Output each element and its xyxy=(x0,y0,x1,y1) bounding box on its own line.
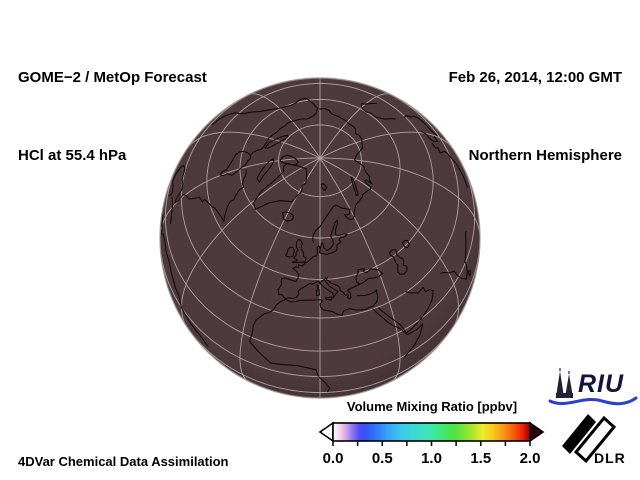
coastline-svalbard xyxy=(320,183,328,191)
colorbar-title: Volume Mixing Ratio [ppbv] xyxy=(346,399,518,414)
colorbar-gradient-bar xyxy=(332,422,531,442)
parallel-line xyxy=(180,78,460,319)
colorbar-tick-label: 1.0 xyxy=(421,450,442,467)
dlr-logo: DLR xyxy=(558,410,633,470)
coastline-ellesmere xyxy=(279,154,299,166)
coastline-arabia xyxy=(378,289,434,334)
graticule xyxy=(160,78,480,398)
credit-line-1: 4DVar Chemical Data Assimilation xyxy=(18,454,229,469)
coastline-britain xyxy=(291,238,307,264)
meridian-line xyxy=(186,131,321,159)
coastline-aral xyxy=(401,239,410,249)
coastlines xyxy=(161,97,471,393)
coastline-ireland xyxy=(285,246,295,258)
coastline-alaska-north-canada xyxy=(249,107,319,157)
cathedral-icon xyxy=(556,368,573,398)
coastline-greenland xyxy=(252,162,308,210)
coastline-gulf-mexico xyxy=(168,164,186,204)
coastline-levant-nafrica xyxy=(285,289,379,317)
coastline-norway xyxy=(312,204,341,244)
coastline-japan xyxy=(404,115,438,136)
coastline-iceland xyxy=(281,211,294,222)
coastline-hudson-bay xyxy=(219,150,251,177)
meridian-line xyxy=(319,131,454,159)
coastline-baltic xyxy=(319,219,348,256)
coastline-okhotsk-kamchatka xyxy=(360,102,396,120)
colorbar-tick-label: 1.5 xyxy=(470,450,492,467)
coastline-baffin xyxy=(256,158,275,183)
colorbar-right-arrow xyxy=(529,421,545,443)
coastline-med-north xyxy=(277,272,384,300)
meridian-line xyxy=(239,157,321,382)
coastline-nw-europe xyxy=(292,245,321,283)
colorbar-tick-labels: 0.0 0.5 1.0 1.5 2.0 xyxy=(0,450,640,470)
coastline-sardinia xyxy=(315,289,320,297)
meridian-line xyxy=(319,157,460,327)
plot-region: Northern Hemisphere xyxy=(468,147,622,164)
colorbar xyxy=(318,421,545,446)
coastline-alaska-pacific xyxy=(211,97,319,126)
coastline-sri-lanka xyxy=(467,269,471,277)
coastline-india xyxy=(440,230,468,280)
coastline-china-coast xyxy=(431,142,469,188)
coastline-na-east xyxy=(182,169,247,223)
meridian-line xyxy=(180,157,321,327)
colorbar-tick-label: 0.0 xyxy=(322,450,344,467)
meridian-line xyxy=(319,157,401,382)
parallel-line xyxy=(239,98,401,239)
coastline-w-africa xyxy=(249,298,331,393)
colorbar-left-arrow xyxy=(318,421,334,443)
coastline-red-sea-west xyxy=(372,308,424,358)
parallel-line xyxy=(206,83,434,280)
parallel-line xyxy=(183,321,457,393)
parallel-line xyxy=(165,158,475,352)
globe-rim xyxy=(159,77,481,399)
coastline-victoria xyxy=(264,134,289,149)
meridian-line xyxy=(249,93,321,159)
colorbar-ticks xyxy=(332,441,531,446)
coastline-persian-gulf xyxy=(405,286,431,294)
coastline-sicily xyxy=(324,296,333,301)
coastline-corsica xyxy=(316,284,320,290)
colorbar-tick-label: 0.5 xyxy=(371,450,393,467)
rhine-wave-icon xyxy=(548,396,638,406)
coastline-caspian xyxy=(388,248,408,275)
colorbar-tick-label: 2.0 xyxy=(519,450,541,467)
riu-logo: RIU xyxy=(548,368,638,410)
coastline-cuba xyxy=(170,197,174,224)
coastline-italy xyxy=(317,278,339,299)
coastline-korea xyxy=(420,130,439,143)
plot-subtitle: HCl at 55.4 hPa xyxy=(18,147,127,164)
coastline-s-america-north xyxy=(161,214,209,347)
coastline-black-sea xyxy=(355,268,384,285)
riu-logo-text: RIU xyxy=(578,370,625,398)
meridian-line xyxy=(319,93,391,159)
plot-title: GOME−2 / MetOp Forecast xyxy=(18,69,207,86)
coastline-novaya-zemlya xyxy=(350,176,359,197)
coastline-russia-north xyxy=(319,107,373,221)
dlr-emblem-icon xyxy=(562,414,617,464)
dlr-logo-text: DLR xyxy=(594,450,626,466)
parallel-line xyxy=(278,124,362,198)
plot-datetime: Feb 26, 2014, 12:00 GMT xyxy=(448,69,622,86)
